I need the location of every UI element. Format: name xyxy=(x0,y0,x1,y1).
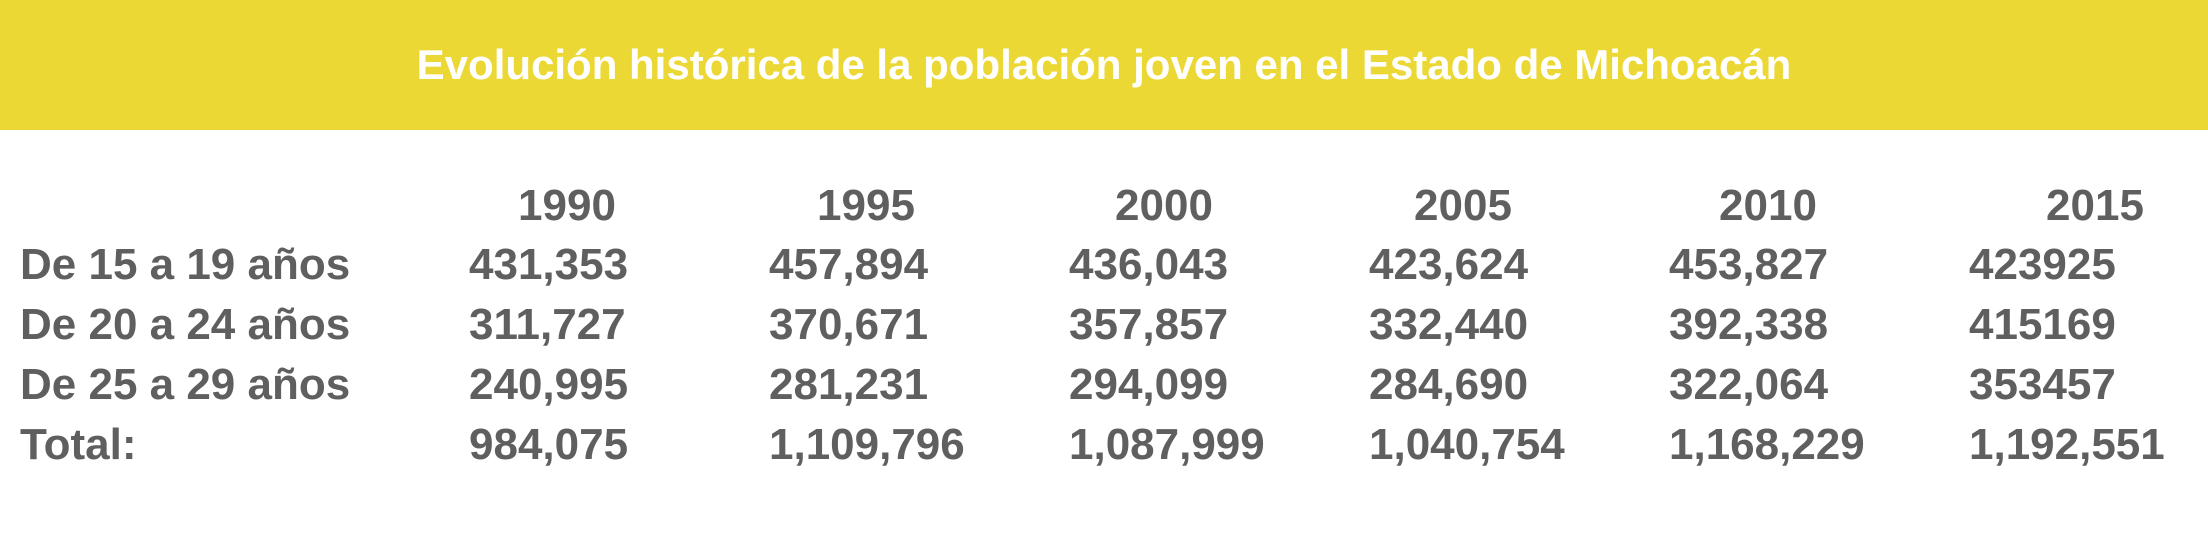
cell-value: 457,894 xyxy=(769,240,929,289)
cell-value: 1,087,999 xyxy=(1069,420,1265,469)
cell-value: 1,040,754 xyxy=(1369,420,1565,469)
column-header: 2000 xyxy=(1115,181,1213,230)
cell-value: 284,690 xyxy=(1369,360,1529,409)
row-label: Total: xyxy=(20,420,137,469)
cell-value: 311,727 xyxy=(469,300,626,349)
cell-value: 240,995 xyxy=(469,360,629,409)
cell-value: 1,168,229 xyxy=(1669,420,1865,469)
cell-value: 332,440 xyxy=(1369,300,1529,349)
cell-value: 357,857 xyxy=(1069,300,1229,349)
cell-value: 436,043 xyxy=(1069,240,1229,289)
cell-value: 453,827 xyxy=(1669,240,1829,289)
row-label: De 20 a 24 años xyxy=(20,300,351,349)
column-header: 2005 xyxy=(1414,181,1512,230)
cell-value: 370,671 xyxy=(769,300,929,349)
column-header: 2010 xyxy=(1719,181,1817,230)
cell-value: 415169 xyxy=(1969,300,2116,349)
title: Evolución histórica de la población jove… xyxy=(416,41,1792,88)
title-banner: Evolución histórica de la población jove… xyxy=(0,0,2208,130)
column-header: 1995 xyxy=(817,181,915,230)
cell-value: 1,109,796 xyxy=(769,420,965,469)
row-label: De 25 a 29 años xyxy=(20,360,351,409)
cell-value: 423925 xyxy=(1969,240,2116,289)
cell-value: 392,338 xyxy=(1669,300,1829,349)
cell-value: 1,192,551 xyxy=(1969,420,2165,469)
column-header: 2015 xyxy=(2046,181,2144,230)
column-header: 1990 xyxy=(518,181,616,230)
cell-value: 431,353 xyxy=(469,240,629,289)
row-label: De 15 a 19 años xyxy=(20,240,351,289)
cell-value: 322,064 xyxy=(1669,360,1829,409)
cell-value: 294,099 xyxy=(1069,360,1229,409)
cell-value: 281,231 xyxy=(769,360,929,409)
cell-value: 423,624 xyxy=(1369,240,1529,289)
cell-value: 353457 xyxy=(1969,360,2116,409)
cell-value: 984,075 xyxy=(469,420,629,469)
